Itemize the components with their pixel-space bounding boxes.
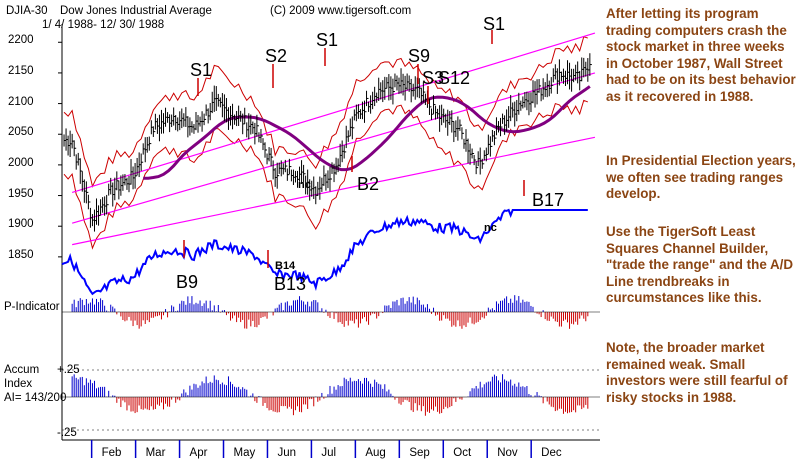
price-bars bbox=[63, 53, 592, 232]
channel-line bbox=[71, 72, 596, 224]
signal-s1-a: S1 bbox=[190, 60, 213, 80]
chart-grid bbox=[58, 24, 600, 441]
annotation-3: Use the TigerSoft Least Squares Channel … bbox=[606, 224, 794, 305]
y-tick-label: 1900 bbox=[8, 218, 34, 231]
channel-line bbox=[72, 136, 596, 246]
signal-arrows bbox=[183, 30, 525, 268]
month-label: Feb bbox=[101, 447, 122, 459]
signal-s1-b: S1 bbox=[316, 30, 339, 50]
signal-s3: S3 bbox=[422, 68, 445, 88]
signal-b9: B9 bbox=[176, 272, 199, 292]
signal-b17: B17 bbox=[532, 190, 565, 210]
month-axis bbox=[90, 440, 532, 458]
month-label: Jun bbox=[277, 447, 296, 459]
accum-label-line3: AI= 143/200 bbox=[4, 392, 67, 404]
y-tick-label: 2100 bbox=[8, 95, 34, 108]
signal-b14: B14 bbox=[275, 260, 296, 272]
chart-title: Dow Jones Industrial Average bbox=[60, 5, 212, 17]
ad-line-path bbox=[61, 208, 588, 296]
200-day-moving-average bbox=[143, 85, 591, 180]
y-tick-label: 2000 bbox=[8, 156, 34, 169]
month-label: Oct bbox=[453, 447, 472, 459]
month-label: Sep bbox=[409, 447, 430, 459]
y-tick-label: 2050 bbox=[8, 126, 34, 139]
p-indicator-panel bbox=[62, 295, 600, 329]
signal-s1-c: S1 bbox=[483, 14, 506, 34]
signal-s9: S9 bbox=[408, 46, 431, 66]
y-tick-label: 2150 bbox=[8, 64, 34, 77]
annotation-1: After letting its program trading comput… bbox=[606, 6, 796, 104]
accum-index-panel bbox=[62, 369, 600, 431]
nc-label-b: nc bbox=[484, 222, 497, 234]
nc-label-a: nc bbox=[298, 179, 311, 191]
bollinger-bands bbox=[63, 36, 588, 250]
moving-average bbox=[143, 85, 591, 180]
signal-b2: B2 bbox=[357, 174, 380, 194]
signal-s2: S2 bbox=[265, 46, 288, 66]
upper-band bbox=[63, 36, 588, 188]
accum-label-line2: Index bbox=[4, 378, 33, 390]
y-tick-label: 2200 bbox=[8, 34, 34, 47]
p-indicator-label: P-Indicator bbox=[4, 301, 60, 313]
signal-b13: B13 bbox=[274, 274, 307, 294]
chart-symbol: DJIA-30 bbox=[6, 5, 48, 17]
month-label: Apr bbox=[189, 447, 208, 459]
accum-top-value: +.25 bbox=[57, 364, 80, 376]
lower-band bbox=[63, 99, 588, 250]
y-tick-label: 1850 bbox=[8, 248, 34, 261]
annotation-4: Note, the broader market remained weak. … bbox=[606, 340, 788, 405]
y-tick-label: 1950 bbox=[8, 187, 34, 200]
month-label: Aug bbox=[365, 447, 386, 459]
signal-s12: S12 bbox=[438, 68, 471, 88]
month-label: Dec bbox=[541, 447, 562, 459]
month-label: Jul bbox=[321, 447, 337, 459]
month-label: Mar bbox=[145, 447, 166, 459]
ad-line bbox=[61, 208, 588, 296]
annotation-2: In Presidential Election years, we often… bbox=[606, 153, 796, 201]
accum-bottom-value: -.25 bbox=[57, 427, 77, 439]
month-label: Nov bbox=[497, 447, 518, 459]
regression-channel bbox=[71, 32, 596, 246]
chart-copyright: (C) 2009 www.tigersoft.com bbox=[270, 5, 412, 17]
chart-date-range: 1/ 4/ 1988- 12/ 30/ 1988 bbox=[42, 19, 165, 31]
channel-line bbox=[71, 32, 596, 194]
accum-label-line1: Accum bbox=[4, 364, 40, 376]
month-label: May bbox=[233, 447, 256, 459]
